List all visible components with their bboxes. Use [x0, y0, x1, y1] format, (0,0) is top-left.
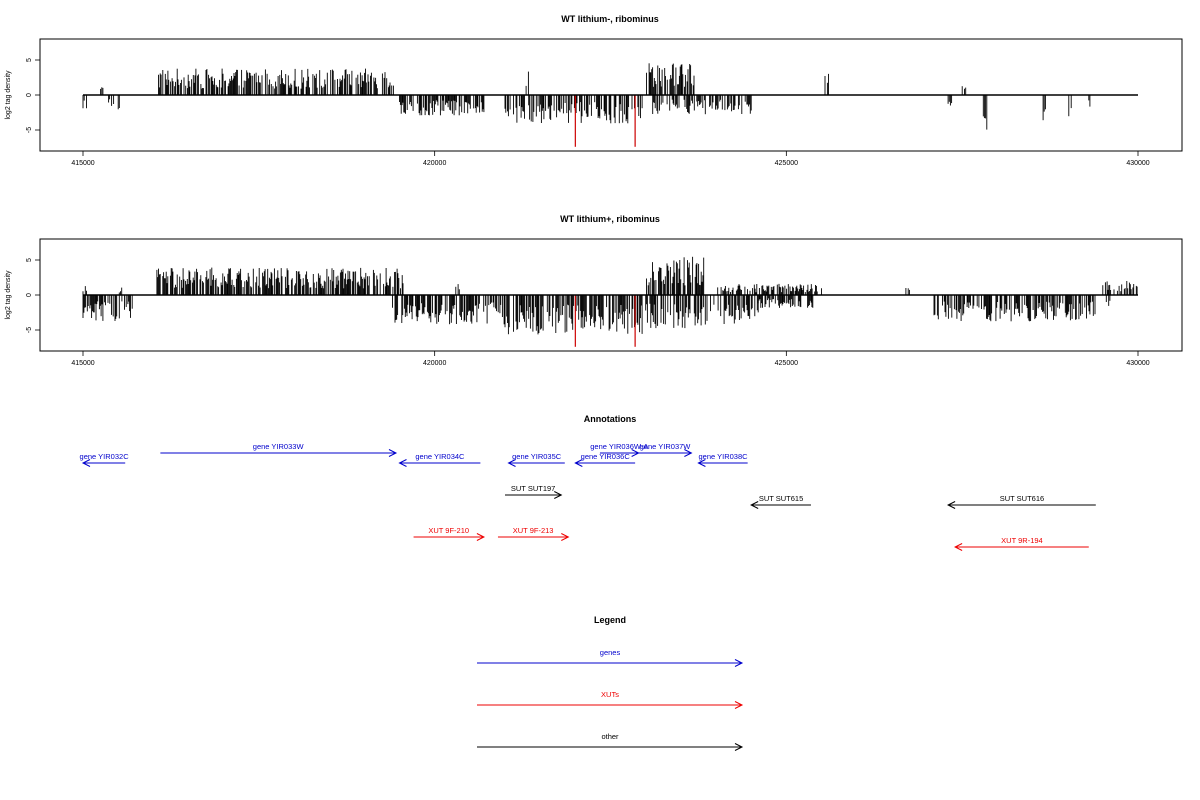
arrow-head [734, 659, 744, 667]
feature-label: gene YIR038C [698, 452, 748, 461]
annotation-feature: gene YIR033W [160, 442, 398, 457]
arrow-head [388, 449, 398, 457]
y-tick-label: 5 [26, 58, 33, 62]
feature-label: gene YIR033W [253, 442, 305, 451]
track-panel-lithium-plus: WT lithium+, ribominus log2 tag density … [5, 214, 1183, 367]
annotation-features: gene YIR032C gene YIR033W gene YIR034C gene… [80, 442, 1096, 551]
arrow-head [81, 459, 91, 467]
axes-group: 415000 420000 425000 430000 -5 0 5 [26, 258, 1150, 367]
arrow-head [697, 459, 706, 467]
feature-label: gene YIR037W [640, 442, 692, 451]
legend-items: genes XUTs other [477, 648, 744, 751]
axes-group: 415000 420000 425000 430000 -5 0 5 [26, 58, 1150, 167]
feature-label: gene YIR035C [512, 452, 562, 461]
arrow-head [574, 459, 583, 467]
y-axis-label: log2 tag density [5, 70, 12, 120]
legend-label: genes [600, 648, 621, 657]
annotation-feature: gene YIR035C [507, 452, 565, 467]
legend-panel: Legend genes XUTs other [477, 615, 744, 751]
arrow-head [734, 743, 744, 751]
feature-label: XUT 9R-194 [1001, 536, 1043, 545]
arrow-head [750, 501, 759, 509]
x-tick-label: 415000 [71, 360, 94, 367]
y-tick-label: 0 [26, 93, 33, 97]
x-tick-label: 415000 [71, 160, 94, 167]
legend-item: XUTs [477, 690, 744, 709]
arrow-head [954, 543, 963, 551]
y-tick-label: 5 [26, 258, 33, 262]
feature-label: gene YIR036W-A [590, 442, 648, 451]
legend-item: other [477, 732, 744, 751]
y-axis-label: log2 tag density [5, 270, 12, 320]
bars-group [82, 256, 1138, 347]
x-tick-label: 430000 [1126, 360, 1149, 367]
track-panel-lithium-minus: WT lithium-, ribominus log2 tag density … [5, 14, 1183, 167]
annotation-feature: SUT SUT197 [505, 484, 563, 499]
legend-label: other [601, 732, 619, 741]
arrow-head [946, 501, 956, 509]
feature-label: SUT SUT616 [1000, 494, 1044, 503]
y-tick-label: -5 [26, 327, 33, 333]
annotation-feature: XUT 9F-213 [497, 526, 570, 541]
arrow-head [476, 533, 486, 541]
legend-item: genes [477, 648, 744, 667]
annotation-feature: gene YIR036C [574, 452, 636, 467]
feature-label: gene YIR036C [581, 452, 631, 461]
arrow-head [398, 459, 407, 467]
annotation-feature: gene YIR032C [80, 452, 130, 467]
x-tick-label: 420000 [423, 160, 446, 167]
feature-label: SUT SUT615 [759, 494, 803, 503]
annotation-feature: SUT SUT615 [750, 494, 811, 509]
y-tick-label: 0 [26, 293, 33, 297]
y-tick-label: -5 [26, 127, 33, 133]
annotation-feature: XUT 9R-194 [954, 536, 1089, 551]
track-title: WT lithium+, ribominus [560, 214, 660, 224]
arrow-head [734, 701, 744, 709]
annotation-feature: gene YIR034C [398, 452, 481, 467]
x-tick-label: 430000 [1126, 160, 1149, 167]
legend-label: XUTs [601, 690, 619, 699]
x-tick-label: 425000 [775, 160, 798, 167]
arrow-head [507, 459, 516, 467]
arrow-head [554, 491, 563, 499]
bars-group [82, 63, 1138, 147]
feature-label: SUT SUT197 [511, 484, 555, 493]
feature-label: gene YIR032C [80, 452, 130, 461]
legend-title: Legend [594, 615, 626, 625]
annotation-feature: SUT SUT616 [946, 494, 1096, 509]
feature-label: XUT 9F-210 [428, 526, 469, 535]
annotation-feature: gene YIR038C [697, 452, 748, 467]
annotation-feature: gene YIR037W [638, 442, 693, 457]
x-tick-label: 420000 [423, 360, 446, 367]
annotation-feature: XUT 9F-210 [413, 526, 486, 541]
x-tick-label: 425000 [775, 360, 798, 367]
feature-label: XUT 9F-213 [513, 526, 554, 535]
arrow-head [561, 533, 570, 541]
feature-label: gene YIR034C [415, 452, 465, 461]
track-title: WT lithium-, ribominus [561, 14, 659, 24]
arrow-head [684, 449, 693, 457]
annotations-title: Annotations [584, 414, 637, 424]
